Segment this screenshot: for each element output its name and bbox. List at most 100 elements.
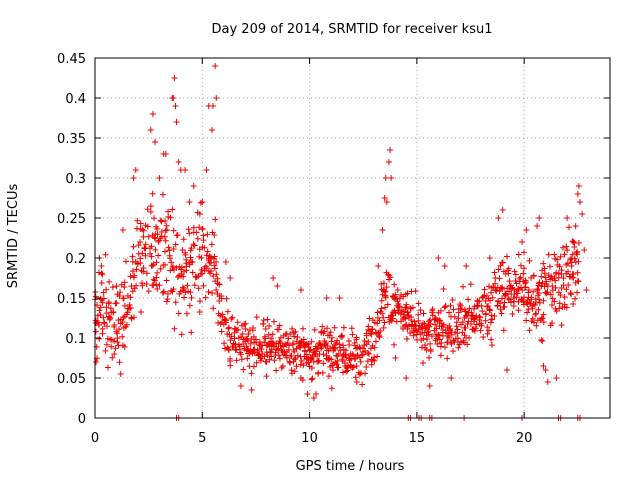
data-point <box>188 245 195 252</box>
y-tick-label: 0.4 <box>65 92 86 107</box>
data-point <box>375 263 382 269</box>
data-point <box>106 314 113 321</box>
data-point <box>140 268 147 275</box>
data-point <box>377 328 384 335</box>
data-point <box>535 290 542 297</box>
data-point <box>403 375 410 381</box>
data-point <box>275 326 282 333</box>
data-point <box>152 246 159 253</box>
data-point <box>183 256 190 263</box>
data-point <box>402 304 409 311</box>
data-point <box>111 323 118 330</box>
data-point <box>320 351 327 358</box>
data-point <box>482 317 489 324</box>
data-point <box>148 253 155 260</box>
data-point <box>378 305 385 312</box>
data-point <box>309 375 316 382</box>
data-point <box>274 346 281 353</box>
data-point <box>181 294 188 301</box>
data-point <box>103 304 110 311</box>
data-point <box>517 262 524 269</box>
data-point <box>476 313 483 320</box>
data-point <box>493 287 500 294</box>
data-point <box>508 285 515 292</box>
data-point <box>476 298 483 305</box>
data-point <box>198 266 205 273</box>
data-point <box>234 319 241 326</box>
data-point <box>121 279 128 286</box>
data-point <box>199 270 206 277</box>
data-point <box>161 233 168 240</box>
data-point <box>158 229 165 236</box>
data-point <box>323 295 330 301</box>
data-point <box>92 328 99 335</box>
data-point <box>294 333 301 340</box>
data-point <box>541 270 548 277</box>
data-point <box>211 231 218 238</box>
data-point <box>331 324 338 331</box>
data-point <box>304 391 311 397</box>
data-point <box>131 285 138 292</box>
data-point <box>383 284 390 291</box>
data-point <box>294 352 301 359</box>
data-point <box>261 339 268 346</box>
data-point <box>276 355 283 362</box>
data-point <box>368 331 375 338</box>
data-point <box>554 256 561 263</box>
data-point <box>575 239 582 246</box>
data-point <box>483 303 490 310</box>
data-point <box>487 319 494 326</box>
data-point <box>419 359 426 366</box>
data-point <box>291 368 298 375</box>
data-point <box>138 309 145 316</box>
y-tick-label: 0.35 <box>57 132 86 147</box>
data-point <box>349 331 356 338</box>
data-point <box>253 314 260 321</box>
data-point <box>353 379 360 385</box>
data-point <box>342 351 349 358</box>
data-point <box>212 63 219 69</box>
data-point <box>444 355 451 362</box>
data-point <box>472 325 479 332</box>
data-point <box>131 314 138 321</box>
data-point <box>215 319 222 326</box>
data-point <box>266 323 273 330</box>
data-point <box>379 291 386 298</box>
data-point <box>187 289 194 296</box>
data-point <box>205 289 212 296</box>
data-point <box>409 321 416 328</box>
data-point <box>93 359 100 365</box>
data-point <box>277 339 284 346</box>
data-point <box>497 300 504 307</box>
data-point <box>207 268 214 275</box>
data-point <box>563 261 570 268</box>
data-point <box>289 325 296 332</box>
data-point <box>244 355 251 362</box>
data-point <box>328 356 335 363</box>
data-point <box>539 315 546 322</box>
data-point <box>540 297 547 304</box>
data-point <box>307 346 314 353</box>
data-point <box>551 251 558 258</box>
data-point <box>480 293 487 300</box>
data-point <box>551 298 558 305</box>
data-point <box>140 227 147 234</box>
data-point <box>366 315 373 322</box>
data-point <box>471 327 478 334</box>
data-point <box>495 266 502 273</box>
data-point <box>190 241 197 248</box>
data-point <box>227 362 234 369</box>
data-point <box>144 206 151 213</box>
data-point <box>504 367 510 373</box>
data-point <box>564 247 571 254</box>
data-point <box>533 310 540 317</box>
data-point <box>299 325 306 332</box>
data-point <box>319 323 326 330</box>
data-point <box>560 275 567 282</box>
data-point <box>466 334 473 341</box>
data-point <box>134 217 141 224</box>
data-point <box>304 354 311 361</box>
data-point <box>532 301 539 308</box>
data-point <box>415 311 422 318</box>
data-point <box>300 336 307 343</box>
